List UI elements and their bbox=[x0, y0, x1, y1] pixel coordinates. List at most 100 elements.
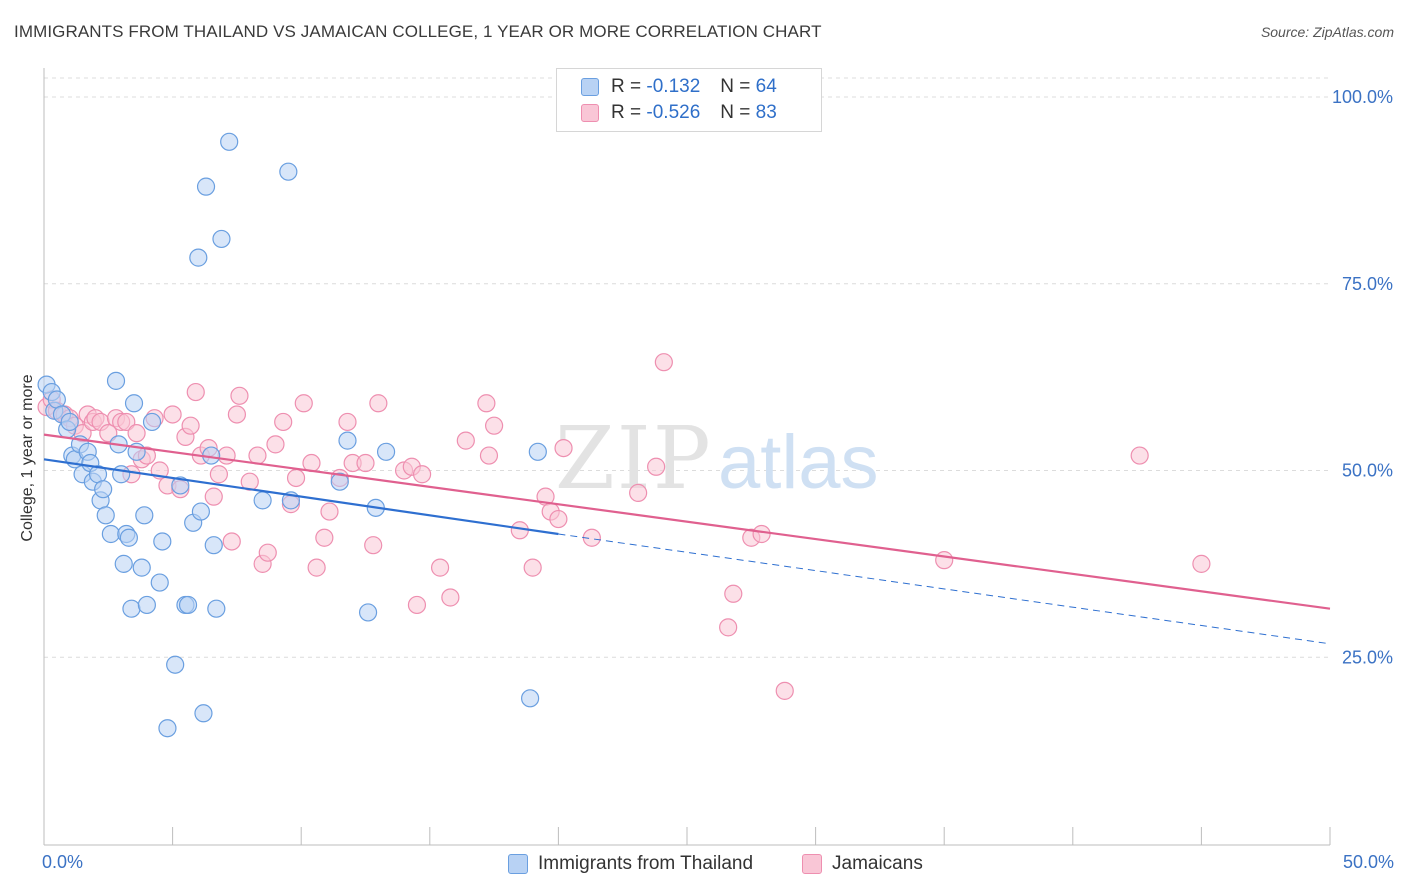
y-tick-labels: 25.0% 50.0% 75.0% 100.0% bbox=[1332, 87, 1393, 667]
thailand-point bbox=[124, 394, 144, 413]
jamaicans-point bbox=[523, 558, 542, 577]
jamaicans-point bbox=[412, 465, 432, 484]
jamaicans-point bbox=[222, 532, 241, 551]
stats-legend: R = -0.132 N = 64 R = -0.526 N = 83 bbox=[556, 68, 822, 132]
thailand-trend-extension bbox=[558, 533, 1331, 645]
y-tick-label-100: 100.0% bbox=[1332, 87, 1393, 107]
thailand-point bbox=[330, 472, 349, 491]
jamaicans-point bbox=[286, 468, 306, 488]
jamaicans-point bbox=[127, 424, 146, 443]
thailand-point bbox=[132, 558, 151, 577]
jamaicans-point bbox=[209, 465, 228, 484]
thailand-point bbox=[158, 719, 177, 738]
series-legend-thailand: Immigrants from Thailand bbox=[508, 851, 753, 877]
jamaicans-point bbox=[186, 382, 205, 402]
jamaicans-point bbox=[217, 446, 236, 465]
thailand-point bbox=[358, 603, 378, 622]
thailand-point bbox=[253, 491, 272, 510]
jamaicans-point bbox=[163, 405, 182, 424]
jamaicans-trend-line bbox=[43, 433, 1331, 610]
series-name-thailand: Immigrants from Thailand bbox=[538, 853, 754, 874]
jamaicans-point bbox=[294, 394, 313, 413]
thailand-point bbox=[338, 431, 357, 450]
jamaicans-point bbox=[775, 681, 794, 700]
legend-row-thailand: R = -0.132 N = 64 bbox=[581, 75, 777, 99]
legend-r-label: R = bbox=[611, 102, 642, 123]
thailand-point bbox=[150, 573, 169, 592]
jamaicans-point bbox=[752, 524, 771, 544]
legend-n-label: N = bbox=[720, 102, 751, 123]
thailand-point bbox=[114, 554, 133, 573]
jamaicans-point bbox=[647, 457, 666, 476]
series-swatch-jamaicans bbox=[802, 854, 822, 874]
legend-swatch-jamaicans bbox=[581, 104, 599, 122]
jamaicans-point bbox=[227, 405, 246, 424]
jamaicans-point bbox=[338, 412, 357, 432]
jamaicans-point bbox=[274, 412, 293, 432]
jamaicans-point bbox=[549, 509, 568, 529]
jamaicans-points bbox=[37, 353, 1211, 700]
thailand-point bbox=[521, 689, 540, 708]
y-tick-label-75: 75.0% bbox=[1342, 274, 1393, 294]
jamaicans-point bbox=[369, 394, 388, 413]
thailand-point bbox=[204, 536, 223, 555]
jamaicans-point bbox=[248, 446, 267, 465]
thailand-point bbox=[171, 476, 190, 495]
legend-r-value: -0.526 bbox=[646, 102, 701, 123]
thailand-point bbox=[194, 704, 213, 723]
thailand-point bbox=[60, 412, 79, 432]
series-legend-jamaicans: Jamaicans bbox=[802, 851, 923, 877]
legend-n-value: 64 bbox=[755, 76, 777, 97]
thailand-point bbox=[135, 506, 154, 525]
jamaicans-point bbox=[266, 435, 285, 454]
legend-r-value: -0.132 bbox=[646, 76, 701, 97]
thailand-point bbox=[220, 132, 239, 151]
thailand-points bbox=[37, 132, 547, 738]
watermark: ZIP atlas bbox=[555, 409, 879, 509]
thailand-point bbox=[96, 506, 115, 525]
series-name-jamaicans: Jamaicans bbox=[832, 853, 923, 874]
jamaicans-point bbox=[204, 487, 223, 506]
jamaicans-point bbox=[724, 584, 743, 603]
thailand-point bbox=[207, 599, 226, 618]
axes bbox=[43, 68, 1331, 846]
jamaicans-point bbox=[441, 588, 460, 607]
thailand-point bbox=[137, 595, 156, 615]
jamaicans-point bbox=[430, 558, 450, 577]
jamaicans-point bbox=[554, 438, 573, 458]
thailand-point bbox=[178, 595, 198, 615]
jamaicans-point bbox=[99, 424, 118, 443]
jamaicans-point bbox=[364, 536, 383, 555]
thailand-point bbox=[191, 502, 210, 521]
gridlines bbox=[44, 77, 1330, 658]
source-credit: Source: ZipAtlas.com bbox=[1260, 24, 1394, 40]
thailand-point bbox=[528, 442, 547, 461]
y-tick-label-25: 25.0% bbox=[1342, 647, 1393, 667]
jamaicans-point bbox=[456, 431, 475, 450]
thailand-point bbox=[112, 465, 131, 484]
thailand-point bbox=[153, 532, 172, 551]
jamaicans-point bbox=[935, 551, 954, 570]
jamaicans-point bbox=[307, 558, 326, 577]
y-tick-label-50: 50.0% bbox=[1342, 461, 1393, 481]
jamaicans-point bbox=[356, 453, 375, 473]
legend-n-label: N = bbox=[720, 76, 751, 97]
jamaicans-point bbox=[719, 618, 738, 637]
jamaicans-point bbox=[629, 483, 648, 503]
jamaicans-point bbox=[485, 416, 504, 435]
jamaicans-point bbox=[320, 502, 339, 521]
x-tick-max: 50.0% bbox=[1342, 852, 1394, 872]
thailand-point bbox=[101, 524, 120, 544]
jamaicans-point bbox=[181, 416, 200, 435]
thailand-point bbox=[142, 412, 162, 432]
thailand-point bbox=[122, 599, 141, 618]
thailand-point bbox=[212, 229, 231, 249]
watermark-atlas: atlas bbox=[718, 420, 879, 505]
legend-row-jamaicans: R = -0.526 N = 83 bbox=[581, 101, 777, 125]
jamaicans-point bbox=[230, 386, 249, 405]
jamaicans-point bbox=[315, 528, 334, 547]
jamaicans-point bbox=[407, 595, 427, 615]
jamaicans-point bbox=[479, 446, 499, 465]
thailand-point bbox=[166, 655, 185, 674]
